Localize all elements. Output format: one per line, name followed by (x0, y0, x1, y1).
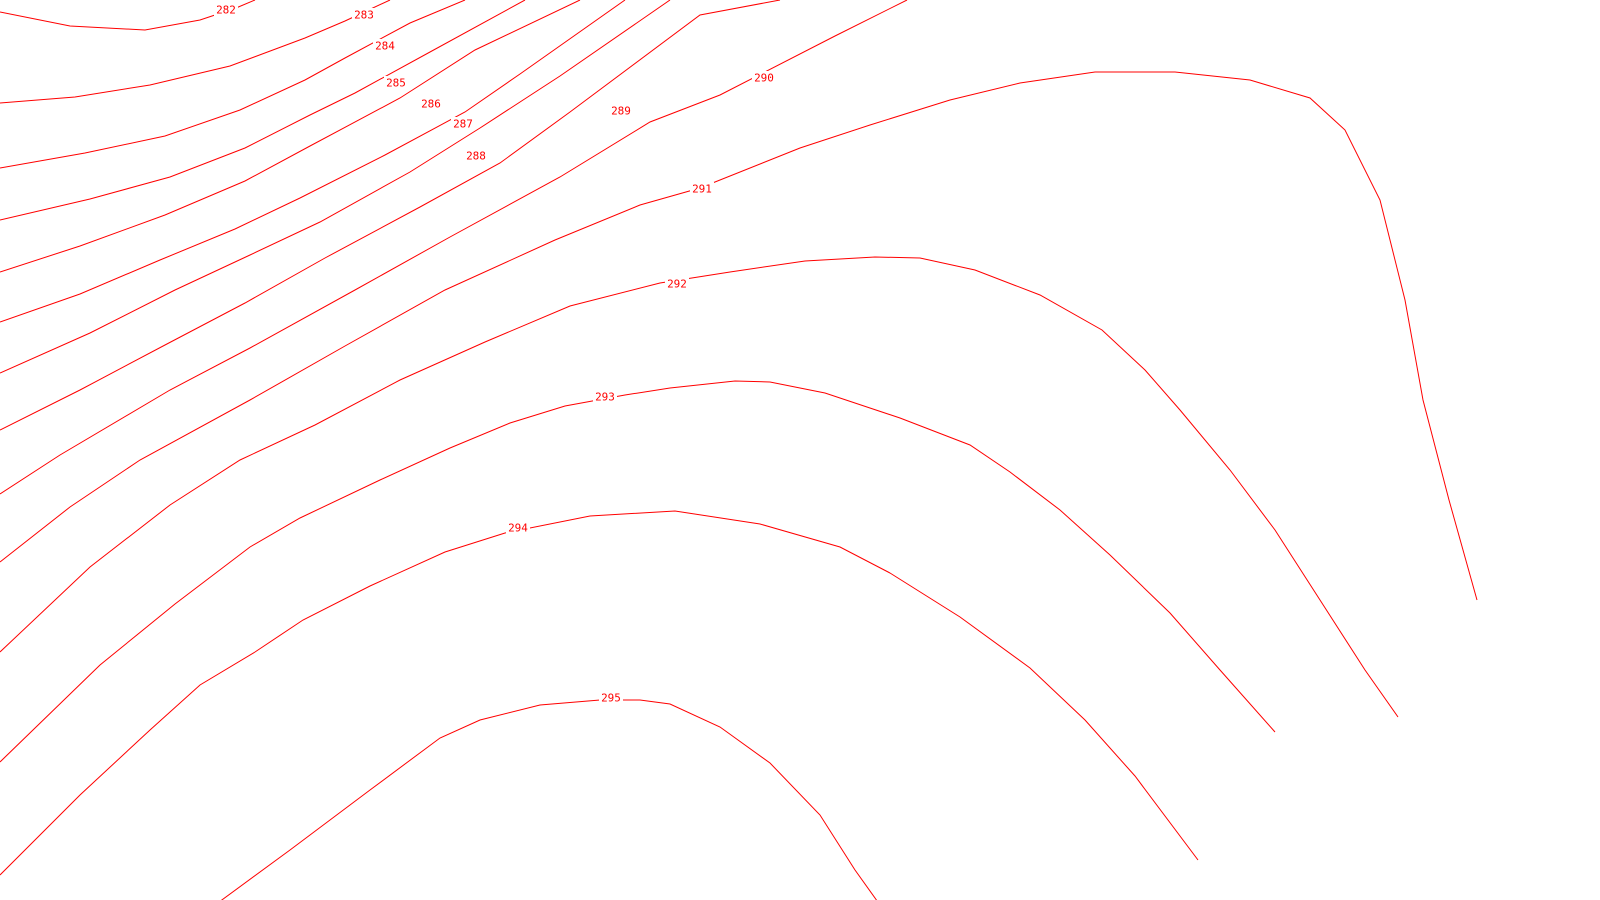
contour-label-293: 293 (595, 391, 615, 404)
contour-label-292: 292 (667, 278, 687, 291)
contour-label-background (506, 521, 530, 535)
contour-label-286: 286 (421, 98, 441, 111)
contour-line-292 (0, 256, 1399, 718)
contour-label-background (464, 149, 488, 163)
contour-line-286 (0, 0, 581, 273)
contour-285: 285 (0, 0, 526, 221)
contour-line-284 (0, 0, 466, 169)
contour-label-283: 283 (354, 9, 374, 22)
contour-291: 291 (0, 71, 1478, 601)
contour-line-288 (0, 0, 671, 374)
contour-line-285 (0, 0, 526, 221)
contour-label-background (352, 8, 376, 22)
contour-label-background (752, 71, 776, 85)
contour-label-287: 287 (453, 118, 473, 131)
contour-line-282 (0, 0, 256, 31)
contour-290: 290 (0, 0, 908, 495)
contour-label-291: 291 (692, 183, 712, 196)
contour-label-background (451, 117, 475, 131)
contour-288: 288 (0, 0, 671, 374)
contour-label-background (384, 76, 408, 90)
contour-292: 292 (0, 256, 1399, 718)
contour-286: 286 (0, 0, 581, 273)
contour-label-background (609, 104, 633, 118)
contour-line-293 (0, 380, 1276, 763)
contour-282: 282 (0, 0, 256, 31)
contour-label-285: 285 (386, 77, 406, 90)
contour-294: 294 (0, 510, 1199, 876)
contour-label-288: 288 (466, 150, 486, 163)
contour-289: 289 (0, 0, 781, 431)
contour-label-282: 282 (216, 4, 236, 17)
contour-label-background (214, 3, 238, 17)
contour-line-294 (0, 510, 1199, 876)
contour-label-294: 294 (508, 522, 528, 535)
contour-293: 293 (0, 380, 1276, 763)
contour-line-289 (0, 0, 781, 431)
contour-label-background (419, 97, 443, 111)
contour-label-background (373, 39, 397, 53)
contour-284: 284 (0, 0, 466, 169)
contour-line-291 (0, 71, 1478, 601)
contour-label-background (665, 277, 689, 291)
contour-label-background (599, 691, 623, 705)
contour-label-295: 295 (601, 692, 621, 705)
contour-label-290: 290 (754, 72, 774, 85)
contour-label-background (593, 390, 617, 404)
contour-label-background (690, 182, 714, 196)
contour-287: 287 (0, 0, 626, 323)
contour-line-283 (0, 0, 391, 104)
contour-layer: 282 283 284 285 286 287 288 289 290 291 292 293 294 2… (0, 0, 1478, 900)
contour-label-289: 289 (611, 105, 631, 118)
contour-295: 295 (220, 691, 878, 900)
contour-283: 283 (0, 0, 391, 104)
contour-line-287 (0, 0, 626, 323)
contour-label-284: 284 (375, 40, 395, 53)
